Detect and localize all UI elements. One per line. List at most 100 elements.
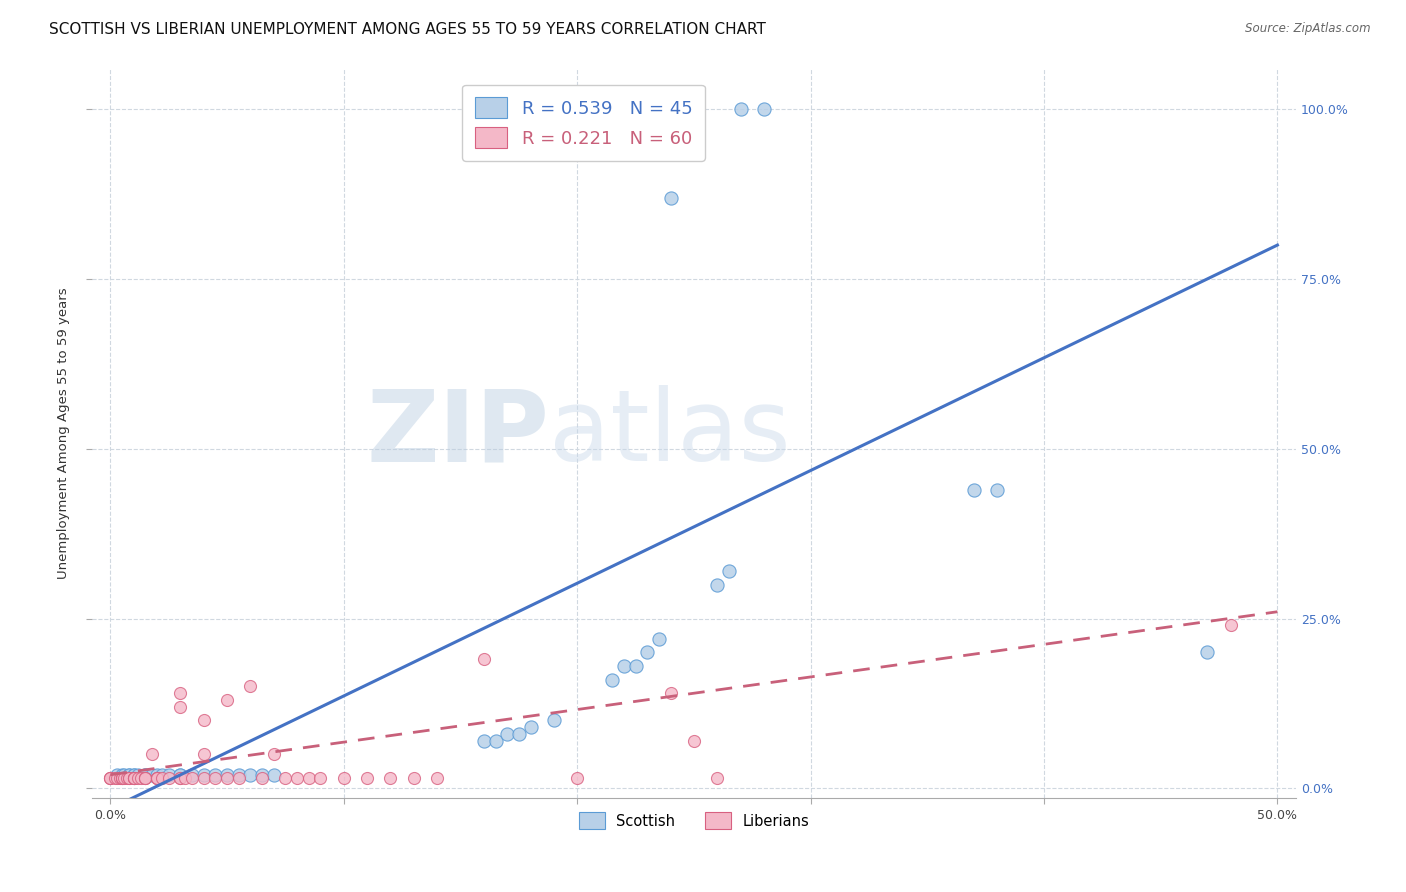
Point	[169, 699, 191, 714]
Point	[333, 771, 356, 785]
Point	[105, 768, 128, 782]
Point	[122, 771, 145, 785]
Point	[118, 768, 141, 782]
Point	[263, 747, 285, 762]
Point	[111, 768, 134, 782]
Point	[484, 733, 506, 747]
Point	[659, 190, 682, 204]
Point	[181, 771, 204, 785]
Point	[217, 768, 239, 782]
Point	[519, 720, 541, 734]
Point	[1219, 618, 1241, 632]
Point	[150, 771, 173, 785]
Point	[193, 714, 215, 728]
Point	[174, 771, 197, 785]
Point	[298, 771, 321, 785]
Point	[402, 771, 425, 785]
Point	[127, 771, 149, 785]
Point	[543, 714, 565, 728]
Point	[250, 768, 273, 782]
Point	[752, 102, 775, 116]
Point	[169, 768, 191, 782]
Text: Source: ZipAtlas.com: Source: ZipAtlas.com	[1246, 22, 1371, 36]
Point	[1197, 645, 1219, 659]
Point	[127, 768, 149, 782]
Point	[508, 727, 530, 741]
Point	[146, 771, 169, 785]
Point	[129, 771, 152, 785]
Point	[134, 771, 156, 785]
Text: SCOTTISH VS LIBERIAN UNEMPLOYMENT AMONG AGES 55 TO 59 YEARS CORRELATION CHART: SCOTTISH VS LIBERIAN UNEMPLOYMENT AMONG …	[49, 22, 766, 37]
Point	[217, 693, 239, 707]
Point	[263, 768, 285, 782]
Point	[122, 771, 145, 785]
Point	[118, 771, 141, 785]
Point	[730, 102, 752, 116]
Point	[134, 771, 156, 785]
Point	[986, 483, 1008, 497]
Point	[683, 733, 706, 747]
Point	[111, 771, 134, 785]
Point	[309, 771, 332, 785]
Point	[100, 771, 122, 785]
Point	[193, 747, 215, 762]
Point	[141, 747, 163, 762]
Point	[239, 680, 262, 694]
Point	[472, 733, 495, 747]
Point	[146, 771, 169, 785]
Point	[706, 577, 728, 591]
Point	[193, 771, 215, 785]
Point	[118, 768, 141, 782]
Point	[706, 771, 728, 785]
Point	[134, 768, 156, 782]
Point	[111, 771, 134, 785]
Point	[181, 768, 204, 782]
Point	[274, 771, 297, 785]
Point	[426, 771, 449, 785]
Point	[204, 771, 226, 785]
Point	[636, 645, 658, 659]
Y-axis label: Unemployment Among Ages 55 to 59 years: Unemployment Among Ages 55 to 59 years	[58, 288, 70, 579]
Point	[285, 771, 308, 785]
Point	[613, 659, 636, 673]
Point	[112, 771, 135, 785]
Point	[600, 673, 623, 687]
Point	[169, 768, 191, 782]
Point	[146, 768, 169, 782]
Point	[122, 768, 145, 782]
Point	[717, 564, 740, 578]
Point	[141, 768, 163, 782]
Point	[122, 771, 145, 785]
Point	[104, 771, 127, 785]
Point	[963, 483, 986, 497]
Point	[380, 771, 402, 785]
Point	[496, 727, 519, 741]
Point	[146, 771, 169, 785]
Point	[108, 771, 131, 785]
Point	[105, 771, 128, 785]
Point	[356, 771, 378, 785]
Point	[228, 771, 250, 785]
Point	[169, 771, 191, 785]
Point	[111, 771, 134, 785]
Point	[169, 686, 191, 700]
Point	[100, 771, 122, 785]
Point	[624, 659, 647, 673]
Point	[157, 771, 180, 785]
Point	[146, 771, 169, 785]
Point	[204, 768, 226, 782]
Point	[193, 768, 215, 782]
Point	[239, 768, 262, 782]
Point	[112, 768, 135, 782]
Point	[567, 771, 589, 785]
Point	[648, 632, 671, 646]
Point	[100, 771, 122, 785]
Point	[134, 771, 156, 785]
Point	[122, 768, 145, 782]
Point	[217, 771, 239, 785]
Point	[115, 771, 138, 785]
Point	[228, 768, 250, 782]
Point	[472, 652, 495, 666]
Point	[134, 768, 156, 782]
Point	[150, 768, 173, 782]
